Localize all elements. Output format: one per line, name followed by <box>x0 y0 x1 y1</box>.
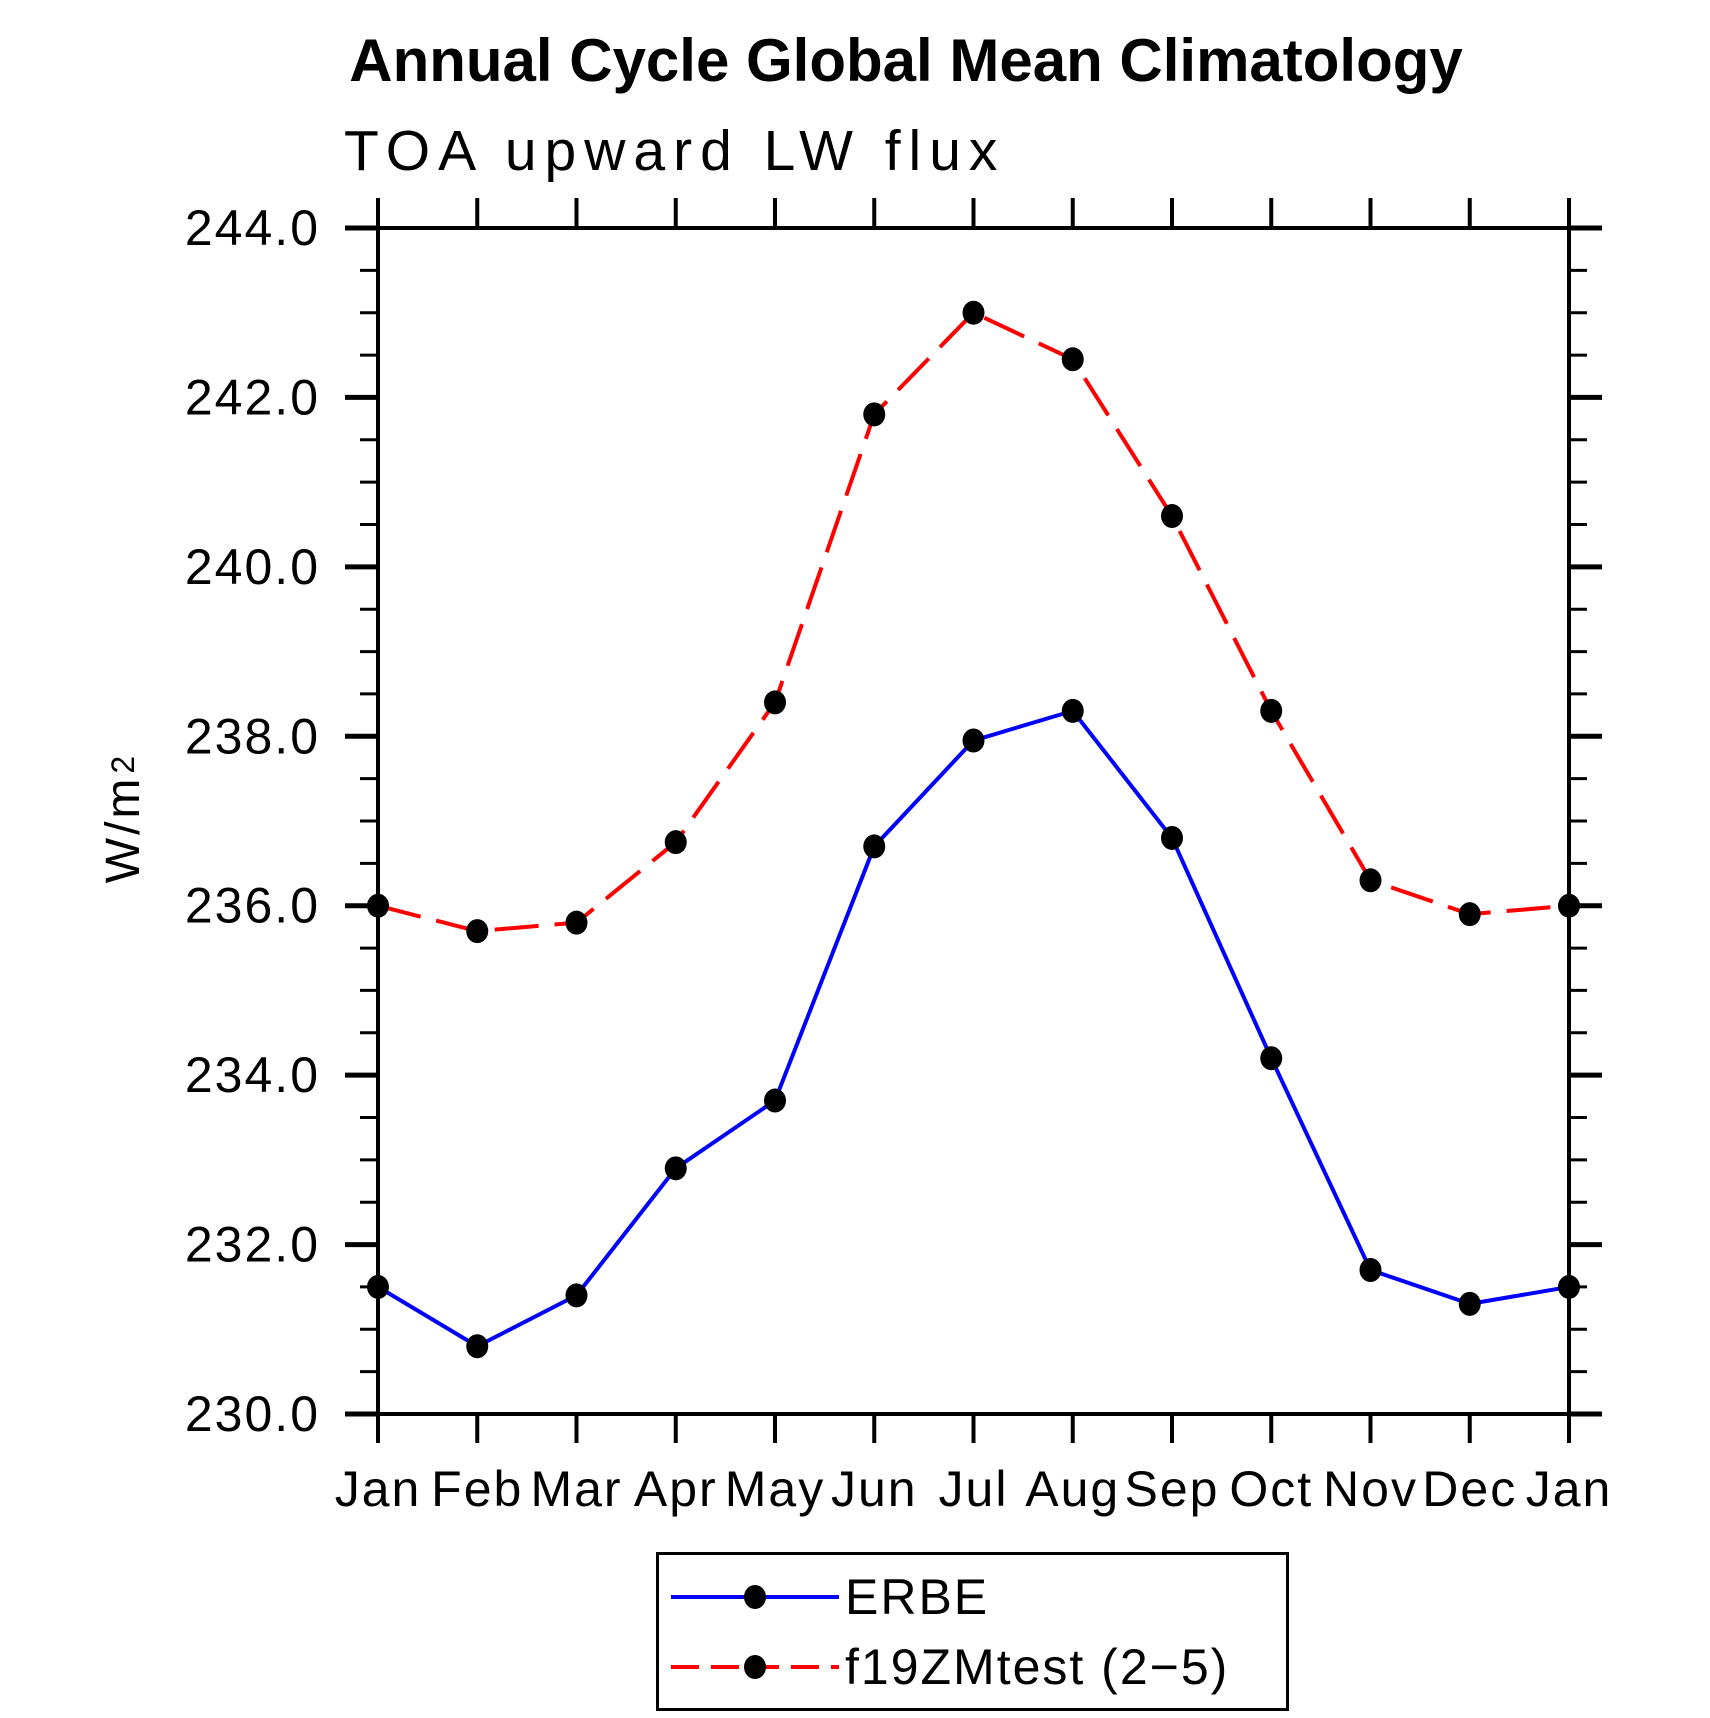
x-axis-tick-label: Jan <box>335 1461 422 1517</box>
series-line-f19zmtest-2-5 <box>377 310 1570 934</box>
f19zmtest-line-swatch <box>671 1655 839 1679</box>
x-axis-tick-label: Jul <box>939 1461 1009 1517</box>
data-point-marker <box>1558 893 1580 918</box>
legend: ERBE f19ZMtest (2−5) <box>656 1552 1289 1711</box>
erbe-line-swatch <box>671 1585 839 1609</box>
x-axis-tick-label: Apr <box>634 1461 718 1517</box>
data-point-marker <box>1061 347 1084 372</box>
plot-border <box>376 226 1571 1416</box>
data-point-marker <box>565 910 588 935</box>
y-axis-tick-label: 240.0 <box>185 539 320 595</box>
x-axis-tick-label: Nov <box>1323 1461 1418 1517</box>
data-point-marker <box>1061 698 1084 723</box>
data-point-marker <box>1458 1291 1481 1316</box>
data-point-marker <box>1161 504 1183 529</box>
x-axis-tick-label: Sep <box>1125 1461 1220 1517</box>
data-point-marker <box>664 1156 687 1181</box>
chart-title: Annual Cycle Global Mean Climatology <box>349 27 1463 94</box>
data-point-marker <box>764 1088 786 1113</box>
data-point-marker <box>1359 868 1382 893</box>
data-point-marker <box>1558 1274 1580 1299</box>
x-axis-tick-label: Dec <box>1422 1461 1517 1517</box>
data-point-marker <box>863 402 886 427</box>
data-point-marker <box>764 690 786 715</box>
x-axis-tick-label: Feb <box>431 1461 523 1517</box>
y-axis-tick-label: 236.0 <box>185 878 320 934</box>
y-axis-tick-label: 244.0 <box>185 200 320 256</box>
data-point-marker <box>962 728 985 753</box>
x-axis-tick-label: Mar <box>530 1461 622 1517</box>
y-axis-title: W/m 2 <box>96 752 150 884</box>
data-point-marker <box>962 300 985 325</box>
y-axis-tick-label: 238.0 <box>185 708 320 764</box>
data-point-marker <box>466 919 489 944</box>
data-point-marker <box>367 1274 389 1299</box>
data-point-marker <box>1458 902 1481 927</box>
x-axis-tick-label: May <box>725 1461 825 1517</box>
y-axis-tick-label: 232.0 <box>185 1217 320 1273</box>
data-point-marker <box>367 893 389 918</box>
x-axis-tick-label: Oct <box>1229 1461 1313 1517</box>
data-point-marker <box>664 830 687 855</box>
y-axis-tick-label: 230.0 <box>185 1386 320 1442</box>
x-axis-tick-label: Aug <box>1025 1461 1120 1517</box>
data-point-marker <box>1260 698 1283 723</box>
legend-label-f19zmtest: f19ZMtest (2−5) <box>845 1639 1230 1695</box>
data-point-marker <box>863 834 886 859</box>
legend-label-erbe: ERBE <box>845 1569 990 1625</box>
y-axis-title-base: W/m <box>96 775 150 884</box>
legend-item-erbe: ERBE <box>669 1567 989 1627</box>
y-axis-tick-label: 234.0 <box>185 1047 320 1103</box>
x-axis-tick-label: Jun <box>831 1461 918 1517</box>
data-point-marker <box>565 1283 588 1308</box>
series-line-erbe <box>376 708 1570 1349</box>
data-point-marker <box>1359 1257 1382 1282</box>
y-axis-tick-label: 242.0 <box>185 369 320 425</box>
data-point-marker <box>1260 1046 1283 1071</box>
data-point-marker <box>466 1334 489 1359</box>
legend-item-f19zmtest: f19ZMtest (2−5) <box>669 1637 1229 1697</box>
chart-subtitle: TOA upward LW flux <box>344 119 1006 183</box>
data-point-marker <box>1161 825 1183 850</box>
x-axis-tick-label: Jan <box>1526 1461 1613 1517</box>
